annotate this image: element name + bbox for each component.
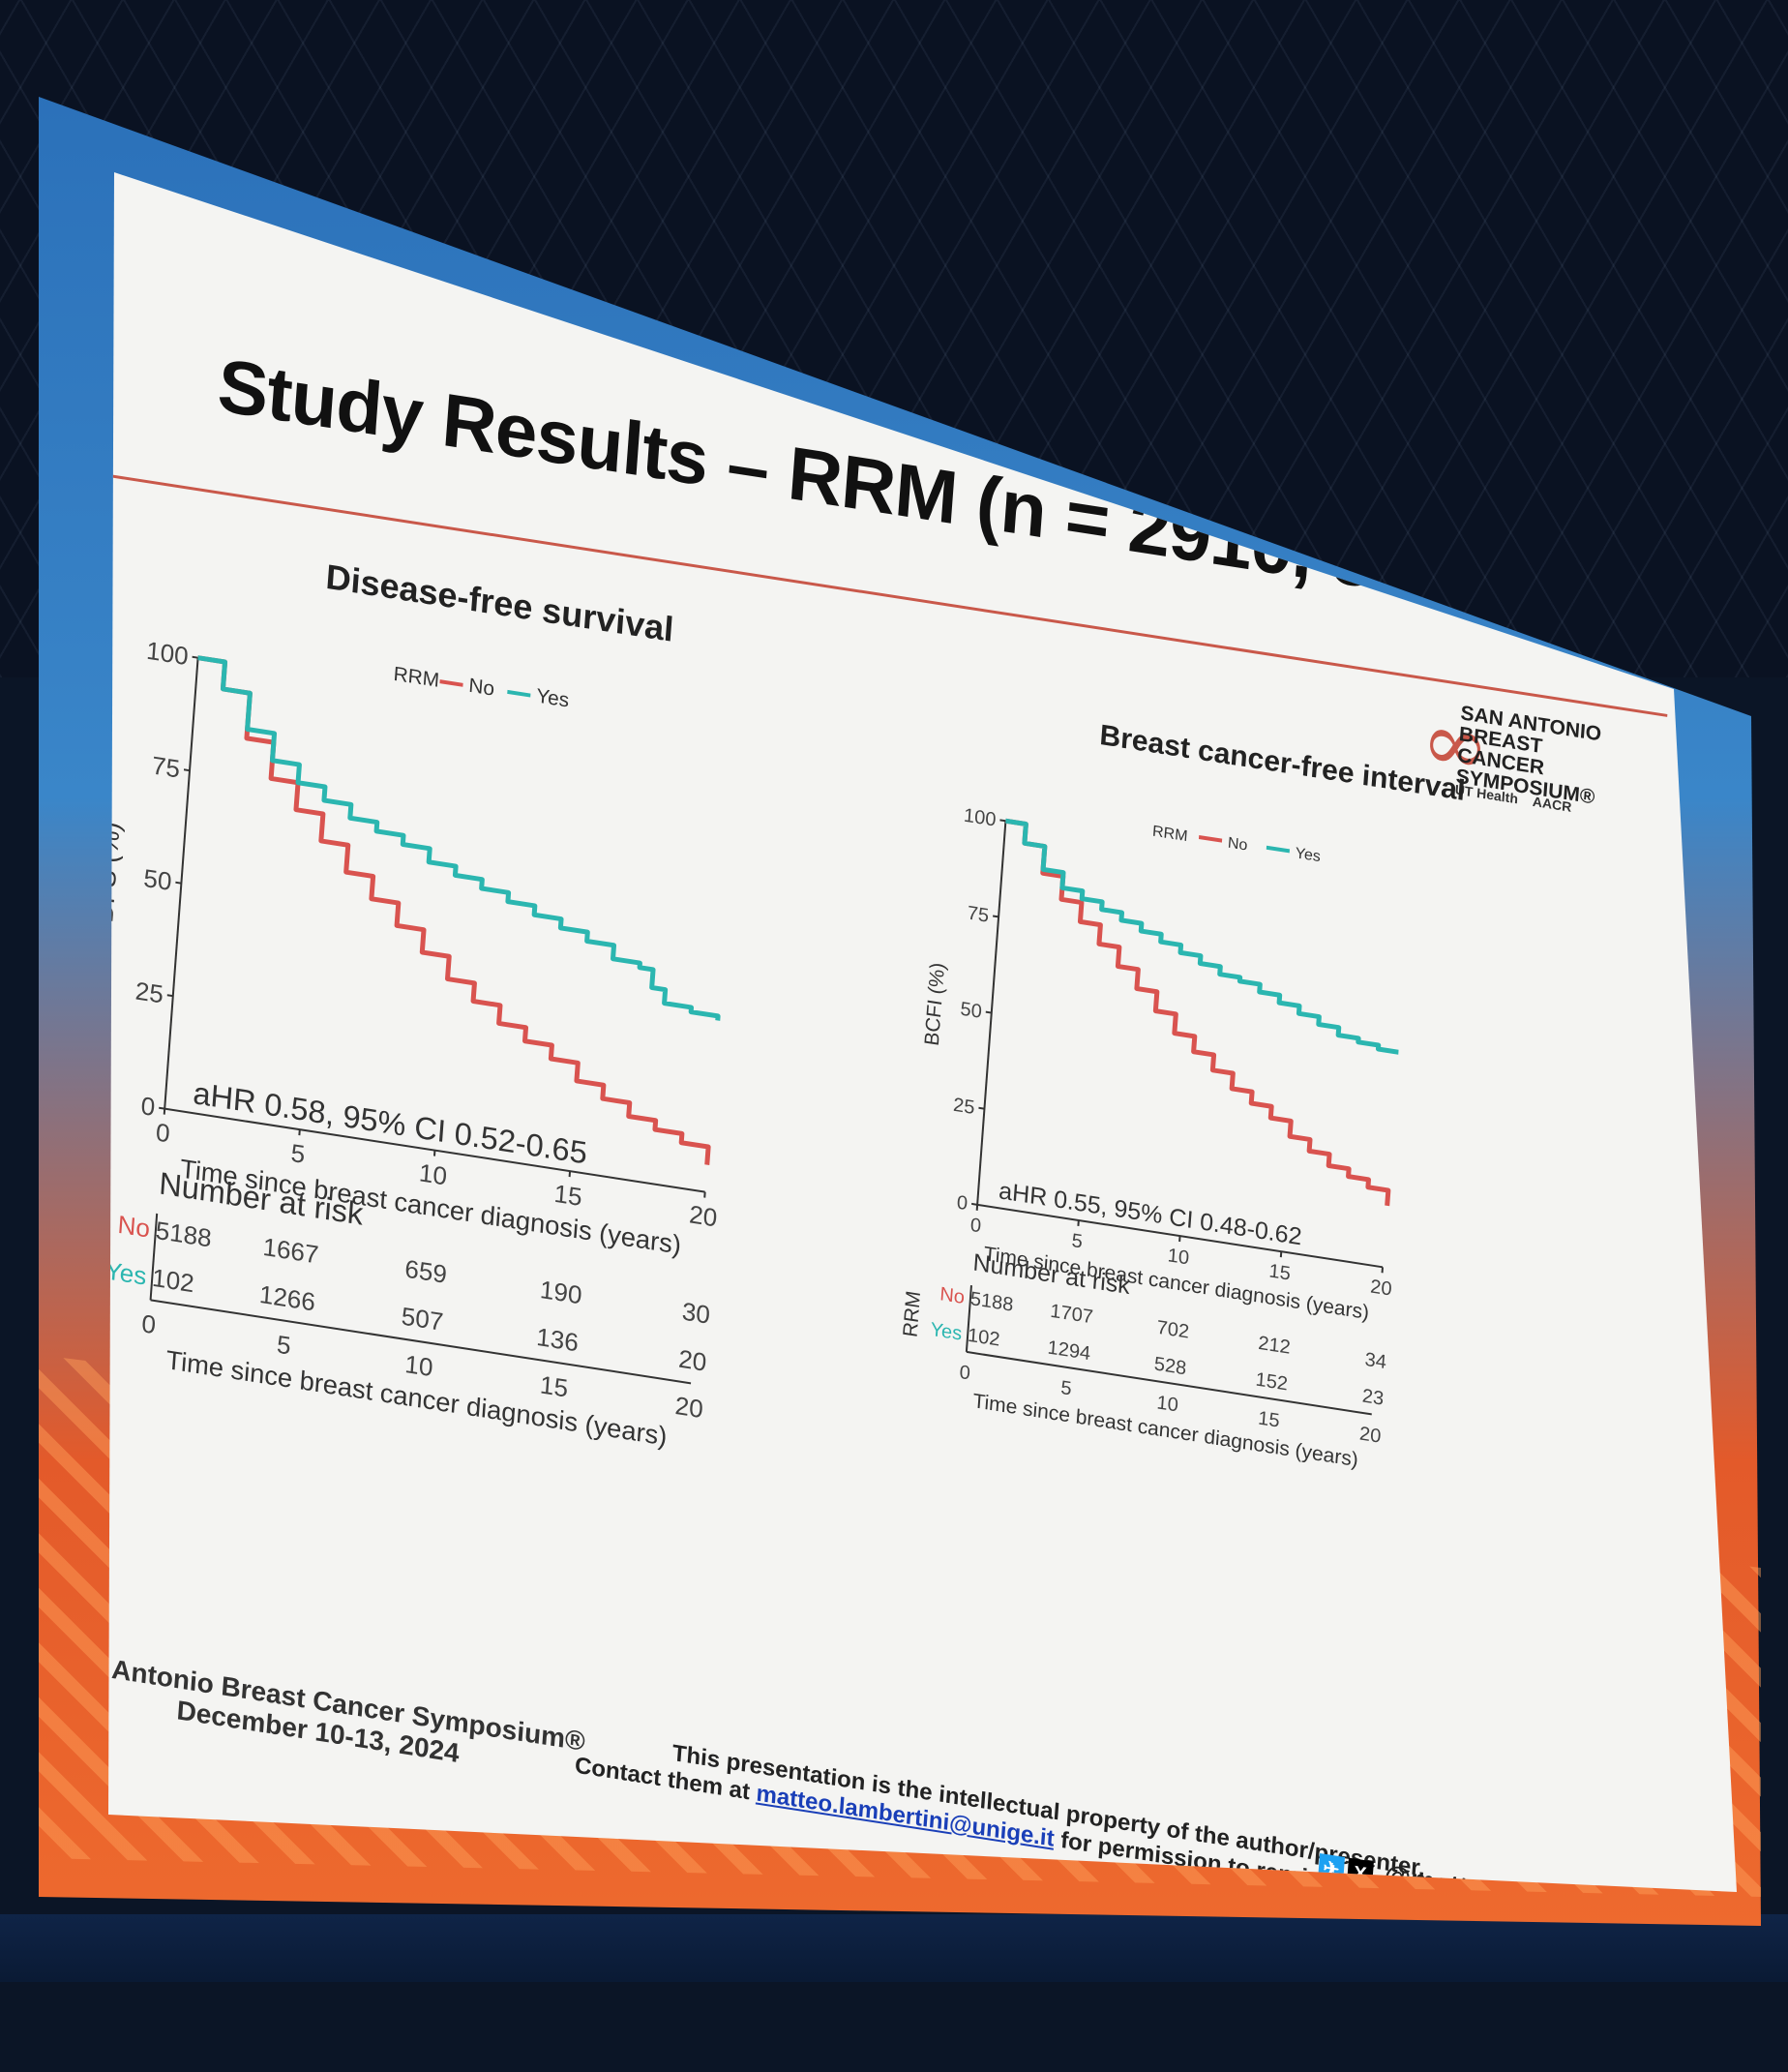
bcfi-legend-swatch-no bbox=[1199, 837, 1222, 841]
projection-screen: Study Results – RRM (n = 2910, 55.0%) ∞ … bbox=[0, 0, 1788, 1982]
bcfi-series-yes bbox=[994, 821, 1412, 1052]
dfs-y-tick-label: 25 bbox=[134, 976, 164, 1008]
dfs-risk-cell: 30 bbox=[681, 1297, 711, 1330]
slide: Study Results – RRM (n = 2910, 55.0%) ∞ … bbox=[0, 0, 1788, 1982]
dfs-x-tick-label: 5 bbox=[290, 1138, 307, 1169]
dfs-risk-cell: 136 bbox=[535, 1322, 579, 1357]
dfs-legend-label-no: No bbox=[468, 675, 495, 701]
dfs-risk-x-tick-label: 0 bbox=[140, 1308, 157, 1339]
dfs-y-tick-label: 75 bbox=[151, 750, 181, 783]
bcfi-risk-cell: 23 bbox=[1361, 1386, 1385, 1410]
dfs-legend-label-yes: Yes bbox=[535, 685, 570, 712]
dfs-risk-x-tick-label: 15 bbox=[539, 1370, 569, 1403]
bcfi-risk-x-tick-label: 15 bbox=[1258, 1408, 1281, 1432]
bcfi-y-tick bbox=[999, 820, 1005, 821]
bcfi-risk-x-tick-label: 5 bbox=[1060, 1377, 1073, 1399]
bcfi-y-tick-label: 75 bbox=[967, 903, 990, 927]
dfs-risk-cell: 190 bbox=[539, 1275, 582, 1309]
bcfi-risk-cell: 5188 bbox=[969, 1288, 1014, 1316]
bcfi-y-tick-label: 50 bbox=[960, 999, 983, 1023]
sabcs-logo: ∞ SAN ANTONIO BREAST CANCER SYMPOSIUM® U… bbox=[1416, 691, 1618, 846]
bcfi-x-tick-label: 5 bbox=[1071, 1230, 1084, 1252]
dfs-y-tick-label: 100 bbox=[145, 636, 189, 671]
dfs-legend-title: RRM bbox=[393, 663, 440, 692]
dfs-risk-cell: 1667 bbox=[262, 1232, 320, 1270]
bcfi-risk-cell: 1707 bbox=[1050, 1301, 1094, 1329]
dfs-y-tick bbox=[167, 995, 173, 996]
bcfi-risk-row-label-no: No bbox=[939, 1283, 966, 1308]
dfs-risk-cell: 507 bbox=[401, 1302, 444, 1336]
bcfi-risk-cell: 1294 bbox=[1047, 1337, 1091, 1366]
bcfi-legend-label-yes: Yes bbox=[1295, 844, 1321, 865]
dfs-risk-x-tick-label: 10 bbox=[403, 1349, 433, 1382]
bcfi-risk-cell: 34 bbox=[1364, 1349, 1387, 1373]
dfs-y-tick-label: 0 bbox=[140, 1091, 157, 1122]
dfs-risk-cell: 20 bbox=[677, 1344, 707, 1377]
bcfi-y-axis-label: BCFI (%) bbox=[921, 961, 949, 1047]
bcfi-legend-swatch-yes bbox=[1266, 848, 1290, 852]
dfs-hr-annotation: aHR 0.58, 95% CI 0.52-0.65 bbox=[192, 1075, 588, 1170]
bcfi-risk-group-label: RRM bbox=[900, 1289, 925, 1338]
dfs-x-tick-label: 10 bbox=[418, 1157, 448, 1190]
bcfi-y-tick-label: 100 bbox=[963, 805, 997, 831]
bcfi-risk-cell: 152 bbox=[1255, 1369, 1289, 1396]
dfs-y-tick bbox=[193, 657, 198, 658]
bcfi-y-tick bbox=[971, 1204, 977, 1205]
bcfi-risk-row-label-yes: Yes bbox=[930, 1319, 963, 1345]
bcfi-y-tick-label: 0 bbox=[956, 1192, 968, 1215]
bcfi-series-no bbox=[982, 821, 1411, 1206]
bcfi-risk-x-tick-label: 20 bbox=[1358, 1424, 1382, 1448]
dfs-risk-cell: 5188 bbox=[155, 1216, 213, 1253]
dfs-legend-swatch-no bbox=[440, 681, 463, 685]
bcfi-risk-cell: 212 bbox=[1258, 1333, 1292, 1359]
bcfi-y-tick bbox=[978, 1108, 984, 1109]
dfs-x-tick-label: 20 bbox=[688, 1199, 718, 1232]
bcfi-y-tick bbox=[986, 1012, 992, 1013]
slide-content: Study Results – RRM (n = 2910, 55.0%) ∞ … bbox=[23, 184, 1651, 2066]
bcfi-legend-title: RRM bbox=[1152, 823, 1189, 845]
dfs-x-tick-label: 0 bbox=[155, 1118, 171, 1149]
dfs-risk-row-label-yes: Yes bbox=[104, 1255, 147, 1290]
dfs-risk-x-tick-label: 5 bbox=[276, 1330, 292, 1361]
bcfi-risk-x-tick-label: 0 bbox=[959, 1362, 971, 1384]
bcfi-hr-annotation: aHR 0.55, 95% CI 0.48-0.62 bbox=[998, 1177, 1302, 1250]
dfs-series-yes bbox=[177, 658, 738, 1021]
dfs-y-tick-label: 50 bbox=[142, 863, 172, 896]
bcfi-legend-label-no: No bbox=[1227, 834, 1248, 855]
dfs-x-tick-label: 15 bbox=[553, 1179, 583, 1212]
dfs-legend-swatch-yes bbox=[507, 692, 530, 696]
bcfi-x-tick-label: 15 bbox=[1268, 1260, 1292, 1284]
dfs-risk-cell: 102 bbox=[151, 1263, 194, 1298]
bcfi-x-tick-label: 10 bbox=[1167, 1245, 1190, 1269]
bcfi-x-tick-label: 20 bbox=[1369, 1276, 1392, 1301]
dfs-risk-row-label-no: No bbox=[117, 1210, 151, 1244]
bcfi-risk-cell: 528 bbox=[1153, 1353, 1187, 1379]
dfs-risk-x-tick-label: 20 bbox=[674, 1391, 704, 1424]
bcfi-x-tick-label: 0 bbox=[969, 1215, 982, 1237]
dfs-risk-cell: 1266 bbox=[258, 1279, 316, 1317]
bcfi-y-tick-label: 25 bbox=[952, 1095, 975, 1119]
dfs-y-tick bbox=[175, 883, 181, 884]
dfs-risk-cell: 659 bbox=[403, 1254, 447, 1289]
bcfi-risk-x-tick-label: 10 bbox=[1156, 1392, 1179, 1416]
bcfi-risk-cell: 102 bbox=[967, 1325, 1000, 1351]
dfs-y-tick bbox=[184, 769, 190, 770]
bcfi-risk-cell: 702 bbox=[1156, 1317, 1190, 1343]
